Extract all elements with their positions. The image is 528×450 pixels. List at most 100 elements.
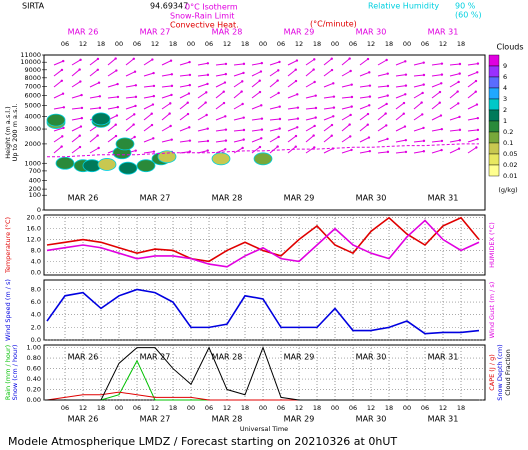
wind-arrow-head — [224, 62, 228, 66]
snow-rain-legend: Snow-Rain Limit — [170, 12, 234, 21]
wind-arrow-head — [97, 146, 100, 150]
wind-arrow — [53, 80, 63, 88]
wind-arrow — [143, 124, 153, 132]
wind-arrow-head — [188, 83, 192, 87]
y-tick-label: 2.0 — [31, 323, 41, 331]
wind-arrow — [413, 127, 424, 132]
wind-arrow — [251, 71, 262, 77]
wind-arrow-head — [476, 71, 479, 74]
colorbar-swatch — [488, 98, 500, 111]
wind-arrow-head — [440, 148, 443, 152]
x-tick-label: 06 — [133, 40, 141, 48]
wind-arrow-head — [313, 124, 316, 128]
x-tick-label: 06 — [277, 404, 285, 412]
wind-arrow — [143, 59, 153, 66]
wind-arrow-head — [421, 113, 424, 116]
footer: Modele Atmospherique LMDZ / Forecast sta… — [8, 435, 397, 448]
wind-arrow — [449, 91, 458, 99]
wind-arrow — [161, 113, 170, 121]
wind-arrow-head — [152, 84, 156, 88]
wind-arrow-head — [314, 106, 318, 110]
wind-arrow — [251, 118, 262, 121]
wind-arrow — [107, 96, 118, 99]
axis-title: Wind Gust (m / s) — [488, 282, 496, 339]
wind-arrow — [449, 63, 460, 66]
day-label: MAR 28 — [212, 415, 243, 424]
wind-arrow-head — [258, 145, 262, 149]
wind-arrow-head — [296, 117, 300, 120]
wind-arrow — [251, 62, 262, 66]
wind-arrow — [395, 151, 406, 154]
wind-arrow — [107, 83, 118, 88]
wind-arrow-head — [420, 101, 423, 104]
y-tick-label: 0.40 — [27, 375, 41, 383]
wind-arrow-head — [458, 139, 462, 142]
wind-arrow-head — [79, 58, 82, 62]
wind-arrow-head — [422, 61, 425, 64]
wind-arrow-head — [224, 128, 228, 131]
colorbar-swatch — [488, 153, 500, 166]
wind-arrow-head — [80, 106, 84, 110]
wind-arrow-head — [350, 148, 353, 152]
wind-arrow — [197, 128, 208, 132]
wind-arrow — [269, 146, 278, 154]
wind-arrow — [197, 140, 208, 143]
y-tick-label: 0 — [37, 206, 41, 214]
colorbar-label: 3 — [503, 95, 507, 103]
wind-arrow — [179, 102, 189, 110]
wind-arrow — [413, 140, 424, 143]
legend-unit: (g/kg) — [498, 186, 517, 194]
wind-arrow-head — [206, 73, 210, 77]
wind-arrow — [305, 69, 314, 77]
wind-arrow — [431, 140, 442, 143]
colorbar-label: 0.02 — [503, 161, 517, 169]
wind-arrow — [215, 115, 226, 121]
wind-arrow-head — [440, 82, 443, 85]
wind-arrow-head — [170, 138, 173, 141]
wind-arrow — [251, 80, 261, 88]
wind-arrow — [179, 74, 190, 77]
wind-arrow — [215, 73, 226, 77]
wind-arrow-head — [278, 60, 281, 64]
y-tick-label: 3000 — [24, 125, 41, 133]
panel-frame — [43, 214, 486, 276]
x-tick-label: 06 — [133, 404, 141, 412]
wind-arrow — [233, 147, 243, 154]
wind-arrow-head — [368, 71, 371, 74]
wind-arrow-head — [188, 60, 191, 64]
wind-arrow — [323, 107, 334, 110]
wind-arrow — [323, 96, 334, 99]
wind-arrow — [287, 126, 298, 132]
wind-arrow-head — [186, 112, 190, 116]
wind-arrow-head — [79, 125, 83, 128]
wind-arrow — [71, 146, 81, 154]
wind-arrow — [467, 71, 478, 77]
wind-arrow — [305, 146, 315, 154]
x-tick-label: 18 — [313, 404, 321, 412]
wind-arrow — [287, 60, 298, 66]
wind-arrow-head — [404, 138, 408, 142]
rh-60: (60 %) — [455, 11, 482, 20]
wind-arrow-head — [439, 114, 443, 117]
wind-arrow — [89, 147, 99, 154]
wind-arrow-head — [169, 124, 172, 128]
wind-arrow — [269, 106, 280, 110]
wind-arrow — [449, 129, 460, 132]
wind-arrow — [305, 135, 314, 143]
wind-arrow-head — [295, 59, 299, 62]
colorbar-label: 6 — [503, 73, 507, 81]
wind-arrow-head — [386, 84, 390, 88]
day-label: MAR 27 — [140, 415, 171, 424]
x-tick-label: 12 — [151, 404, 159, 412]
y-tick-label: 0.0 — [31, 268, 41, 276]
isotherm-line — [47, 143, 479, 158]
day-label: MAR 30 — [356, 415, 387, 424]
wind-arrow — [449, 102, 459, 110]
wind-arrow — [377, 138, 388, 143]
x-tick-label: 06 — [205, 404, 213, 412]
wind-arrow — [89, 58, 99, 66]
wind-arrow-head — [385, 102, 388, 106]
wind-arrow — [161, 102, 171, 110]
wind-arrow-head — [206, 82, 209, 86]
wind-arrow-head — [474, 79, 478, 83]
